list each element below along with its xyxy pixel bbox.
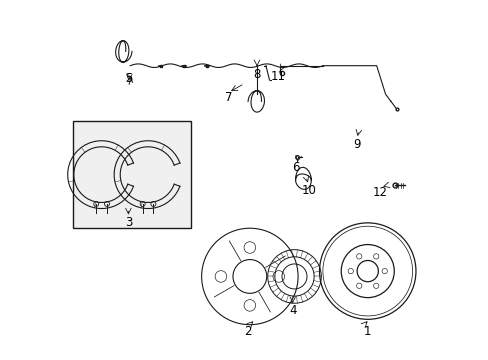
FancyBboxPatch shape bbox=[73, 121, 190, 228]
Text: 8: 8 bbox=[253, 68, 260, 81]
Text: 12: 12 bbox=[372, 186, 387, 199]
Text: 2: 2 bbox=[244, 325, 251, 338]
Text: 1: 1 bbox=[363, 325, 371, 338]
Text: 11: 11 bbox=[270, 70, 285, 83]
Text: 4: 4 bbox=[288, 304, 296, 317]
Text: 7: 7 bbox=[224, 91, 232, 104]
Text: 5: 5 bbox=[124, 72, 132, 85]
Text: 6: 6 bbox=[292, 161, 300, 174]
Text: 10: 10 bbox=[301, 184, 316, 197]
Text: 9: 9 bbox=[352, 138, 360, 151]
Text: 3: 3 bbox=[124, 216, 132, 229]
